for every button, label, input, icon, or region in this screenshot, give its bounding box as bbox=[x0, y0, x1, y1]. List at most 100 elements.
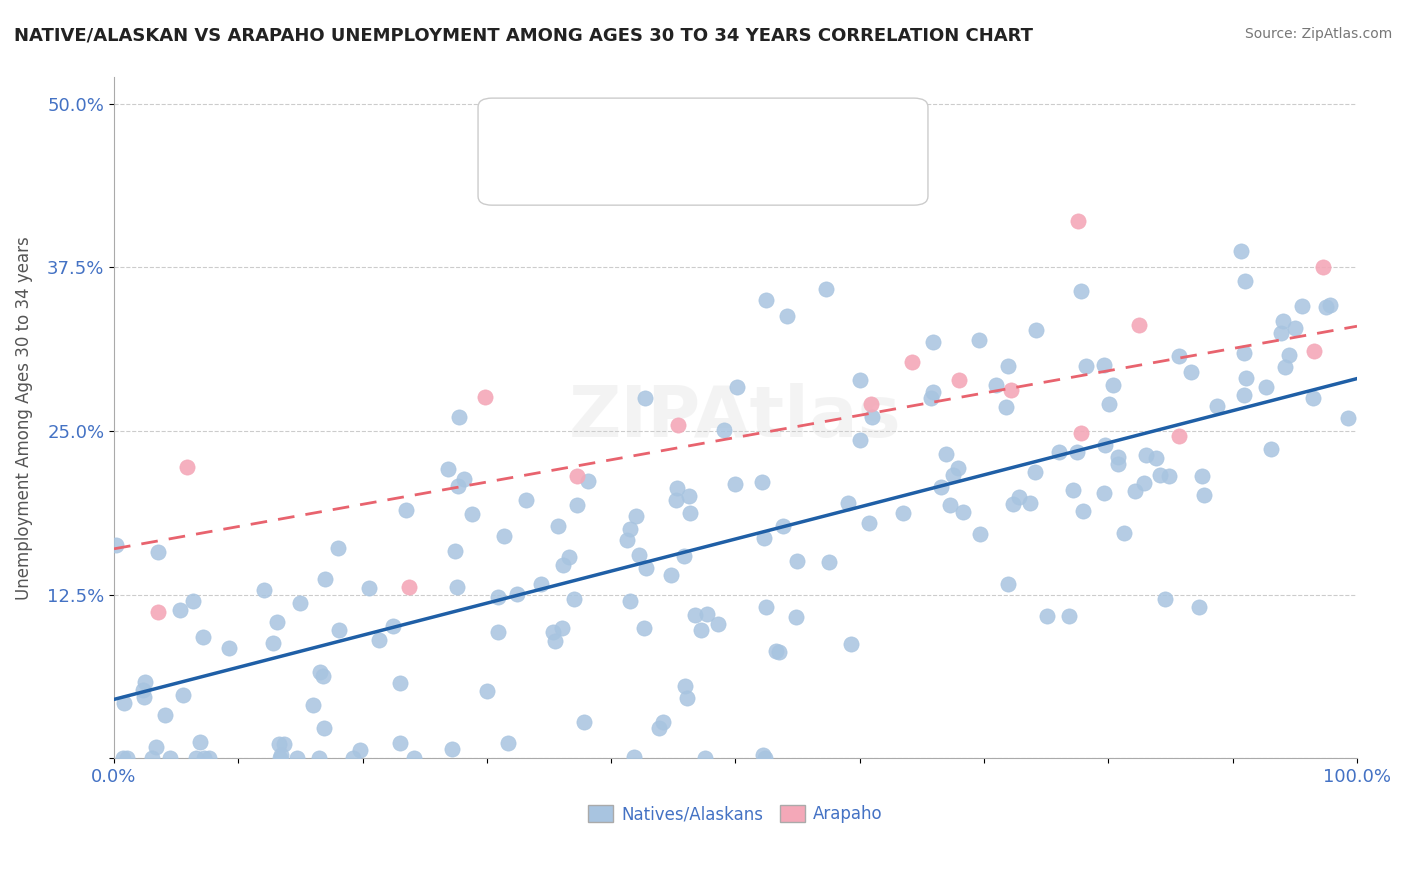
Point bbox=[666, 417, 689, 432]
Point bbox=[942, 467, 965, 482]
Point bbox=[707, 616, 730, 631]
Point bbox=[389, 676, 412, 690]
Point bbox=[1070, 285, 1092, 299]
Point bbox=[193, 751, 215, 765]
Point bbox=[984, 378, 1007, 392]
Point bbox=[752, 747, 775, 762]
Text: 16: 16 bbox=[692, 158, 717, 176]
Point bbox=[191, 631, 214, 645]
Point bbox=[651, 715, 673, 730]
Point bbox=[273, 737, 295, 751]
Point bbox=[404, 751, 426, 765]
Text: R =: R = bbox=[513, 120, 553, 138]
Point bbox=[929, 480, 952, 494]
Text: 0.611: 0.611 bbox=[567, 158, 623, 176]
Point bbox=[486, 625, 509, 640]
Point bbox=[659, 567, 682, 582]
Point bbox=[695, 751, 717, 765]
Point bbox=[752, 531, 775, 545]
Point bbox=[112, 696, 135, 710]
Point bbox=[935, 447, 957, 461]
Point bbox=[328, 623, 350, 637]
Point bbox=[1319, 298, 1341, 312]
Point bbox=[1008, 490, 1031, 504]
Y-axis label: Unemployment Among Ages 30 to 34 years: Unemployment Among Ages 30 to 34 years bbox=[15, 236, 32, 599]
Point bbox=[673, 679, 696, 693]
Point bbox=[543, 634, 565, 648]
Point bbox=[1234, 371, 1257, 385]
Point bbox=[342, 751, 364, 765]
Point bbox=[619, 522, 641, 536]
Point bbox=[1157, 468, 1180, 483]
Point bbox=[626, 509, 648, 524]
Point bbox=[922, 384, 945, 399]
Point bbox=[477, 684, 499, 698]
Point bbox=[328, 541, 350, 555]
Point bbox=[1002, 497, 1025, 511]
Point bbox=[1067, 214, 1090, 228]
Point bbox=[111, 751, 134, 765]
Point bbox=[1066, 445, 1088, 459]
Point bbox=[308, 751, 330, 765]
Point bbox=[496, 736, 519, 750]
Point bbox=[768, 645, 790, 659]
Point bbox=[553, 558, 575, 573]
Point bbox=[357, 581, 380, 595]
Point bbox=[1092, 358, 1115, 372]
Point bbox=[849, 373, 872, 387]
Point bbox=[1135, 449, 1157, 463]
Point bbox=[648, 721, 671, 735]
Point bbox=[253, 582, 276, 597]
Point bbox=[860, 397, 883, 411]
Point bbox=[1274, 359, 1296, 374]
Point bbox=[814, 282, 837, 296]
Point bbox=[115, 751, 138, 765]
Point bbox=[267, 737, 290, 751]
Point bbox=[837, 495, 859, 509]
Point bbox=[1073, 504, 1095, 518]
Point bbox=[453, 472, 475, 486]
Point bbox=[616, 533, 638, 548]
Point bbox=[997, 359, 1019, 373]
Point bbox=[1123, 484, 1146, 499]
Point bbox=[725, 380, 748, 394]
Text: ZIPAtlas: ZIPAtlas bbox=[569, 384, 901, 452]
Point bbox=[858, 516, 880, 530]
Point bbox=[541, 625, 564, 640]
Point bbox=[145, 740, 167, 755]
Point bbox=[1312, 260, 1334, 274]
Point bbox=[314, 572, 336, 586]
Point bbox=[153, 708, 176, 723]
Point bbox=[474, 390, 496, 404]
Point bbox=[349, 743, 371, 757]
Point bbox=[997, 577, 1019, 591]
Point bbox=[1260, 442, 1282, 456]
Point bbox=[1278, 348, 1301, 362]
Point bbox=[1107, 450, 1129, 464]
Point bbox=[817, 555, 839, 569]
Point bbox=[218, 641, 240, 656]
Point bbox=[312, 668, 335, 682]
Point bbox=[314, 721, 336, 735]
Text: 0.567: 0.567 bbox=[567, 120, 623, 138]
Point bbox=[266, 615, 288, 630]
Point bbox=[900, 355, 922, 369]
Text: N =: N = bbox=[640, 158, 679, 176]
Point bbox=[634, 392, 657, 406]
Point bbox=[1315, 301, 1337, 315]
Point bbox=[1168, 349, 1191, 363]
Point bbox=[755, 599, 778, 614]
Point bbox=[665, 481, 688, 495]
Point bbox=[506, 586, 529, 600]
Point bbox=[530, 577, 553, 591]
Point bbox=[567, 469, 589, 483]
Point bbox=[447, 479, 470, 493]
Point bbox=[713, 423, 735, 437]
Point bbox=[551, 621, 574, 635]
Point bbox=[188, 735, 211, 749]
Point bbox=[436, 462, 458, 476]
Point bbox=[785, 609, 807, 624]
Point bbox=[146, 605, 169, 619]
Point bbox=[181, 593, 204, 607]
Point bbox=[565, 499, 588, 513]
